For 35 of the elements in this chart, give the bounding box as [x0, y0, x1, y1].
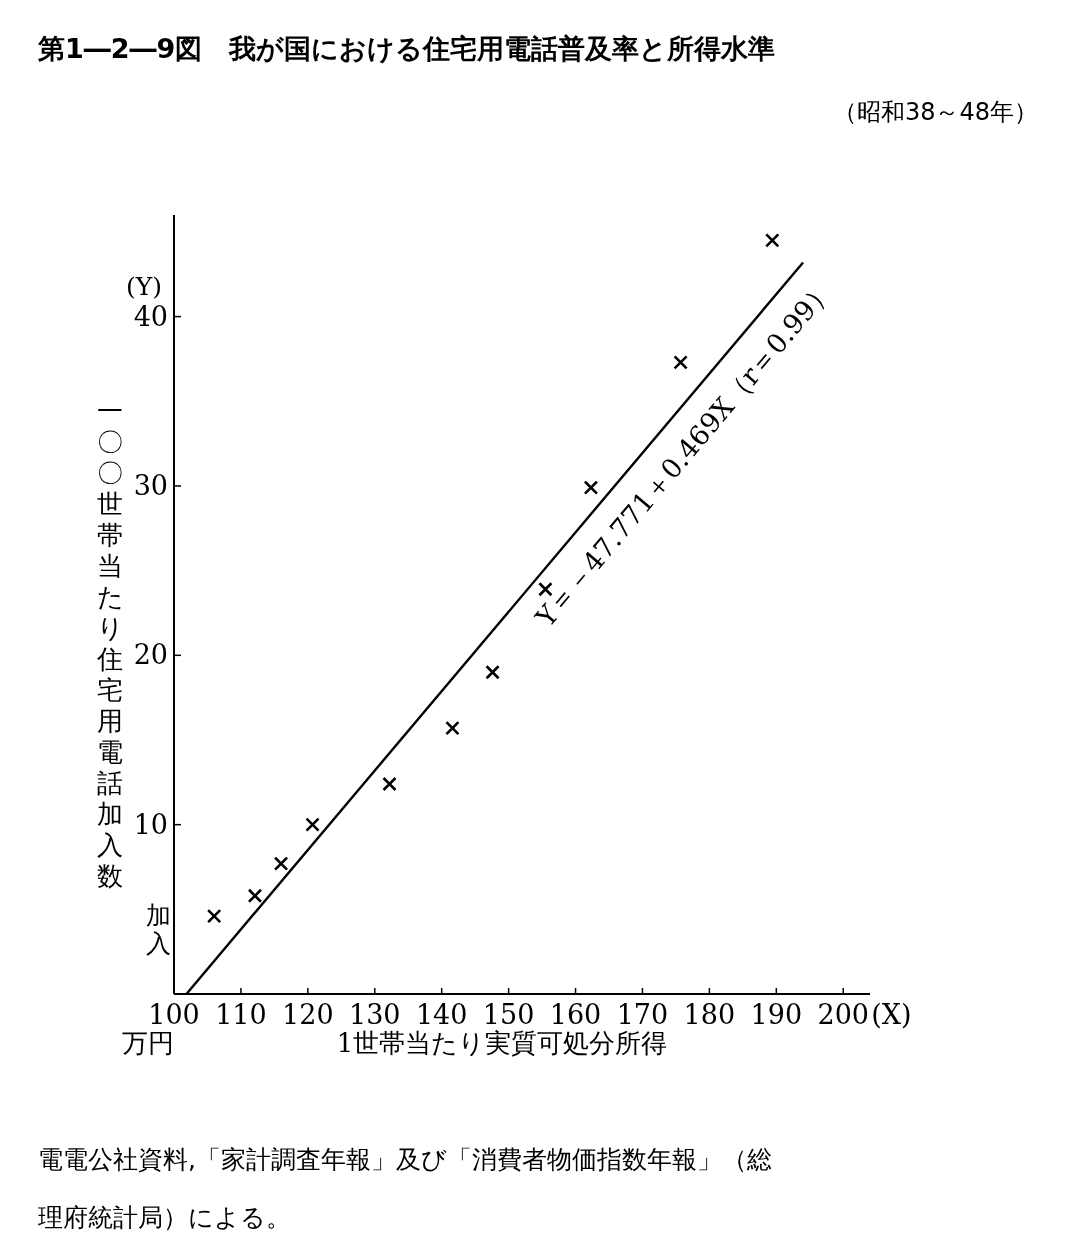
y-tick-label: 40: [133, 300, 168, 332]
x-axis-title: 1世帯当たり実質可処分所得: [336, 1028, 668, 1058]
x-tick-label: 140: [415, 999, 468, 1030]
point: [764, 233, 780, 248]
y-tick-label: 20: [133, 639, 168, 671]
x-tick-label: 160: [549, 999, 602, 1030]
point: [305, 817, 320, 832]
point: [206, 908, 222, 924]
point: [382, 776, 397, 792]
chart-title: 第1―2―9図 我が国における住宅用電話普及率と所得水準: [37, 33, 776, 64]
text: (X): [871, 999, 912, 1030]
text: 一〇〇世帯当たり住宅用電話加入数: [96, 396, 124, 891]
x-tick-label: 150: [482, 999, 535, 1030]
point: [583, 480, 599, 495]
point: [485, 664, 500, 680]
text: 電電公社資料,「家計調査年報」及び「消費者物価指数年報」（総理府統計局）による。: [38, 1145, 772, 1232]
point: [673, 355, 688, 370]
x-tick-label: 170: [616, 999, 669, 1030]
text: (Y): [125, 272, 162, 301]
x-tick-label: 120: [282, 999, 334, 1030]
x-tick-label: 100: [148, 999, 200, 1030]
x-tick-label: 130: [349, 999, 401, 1030]
x-tick-label: 180: [683, 999, 736, 1030]
text: 万円: [122, 1028, 174, 1058]
y-tick-label: 10: [133, 808, 168, 840]
text: （昭和38～48年）: [832, 98, 1038, 126]
x-tick-label: 190: [750, 999, 803, 1030]
text: 加入: [145, 901, 171, 958]
x-tick-label: 110: [215, 999, 267, 1030]
point: [273, 856, 289, 871]
point: [538, 581, 553, 597]
x-tick-label: 200: [817, 999, 869, 1030]
point: [445, 720, 460, 736]
point: [247, 888, 263, 904]
y-tick-label: 30: [133, 469, 168, 501]
